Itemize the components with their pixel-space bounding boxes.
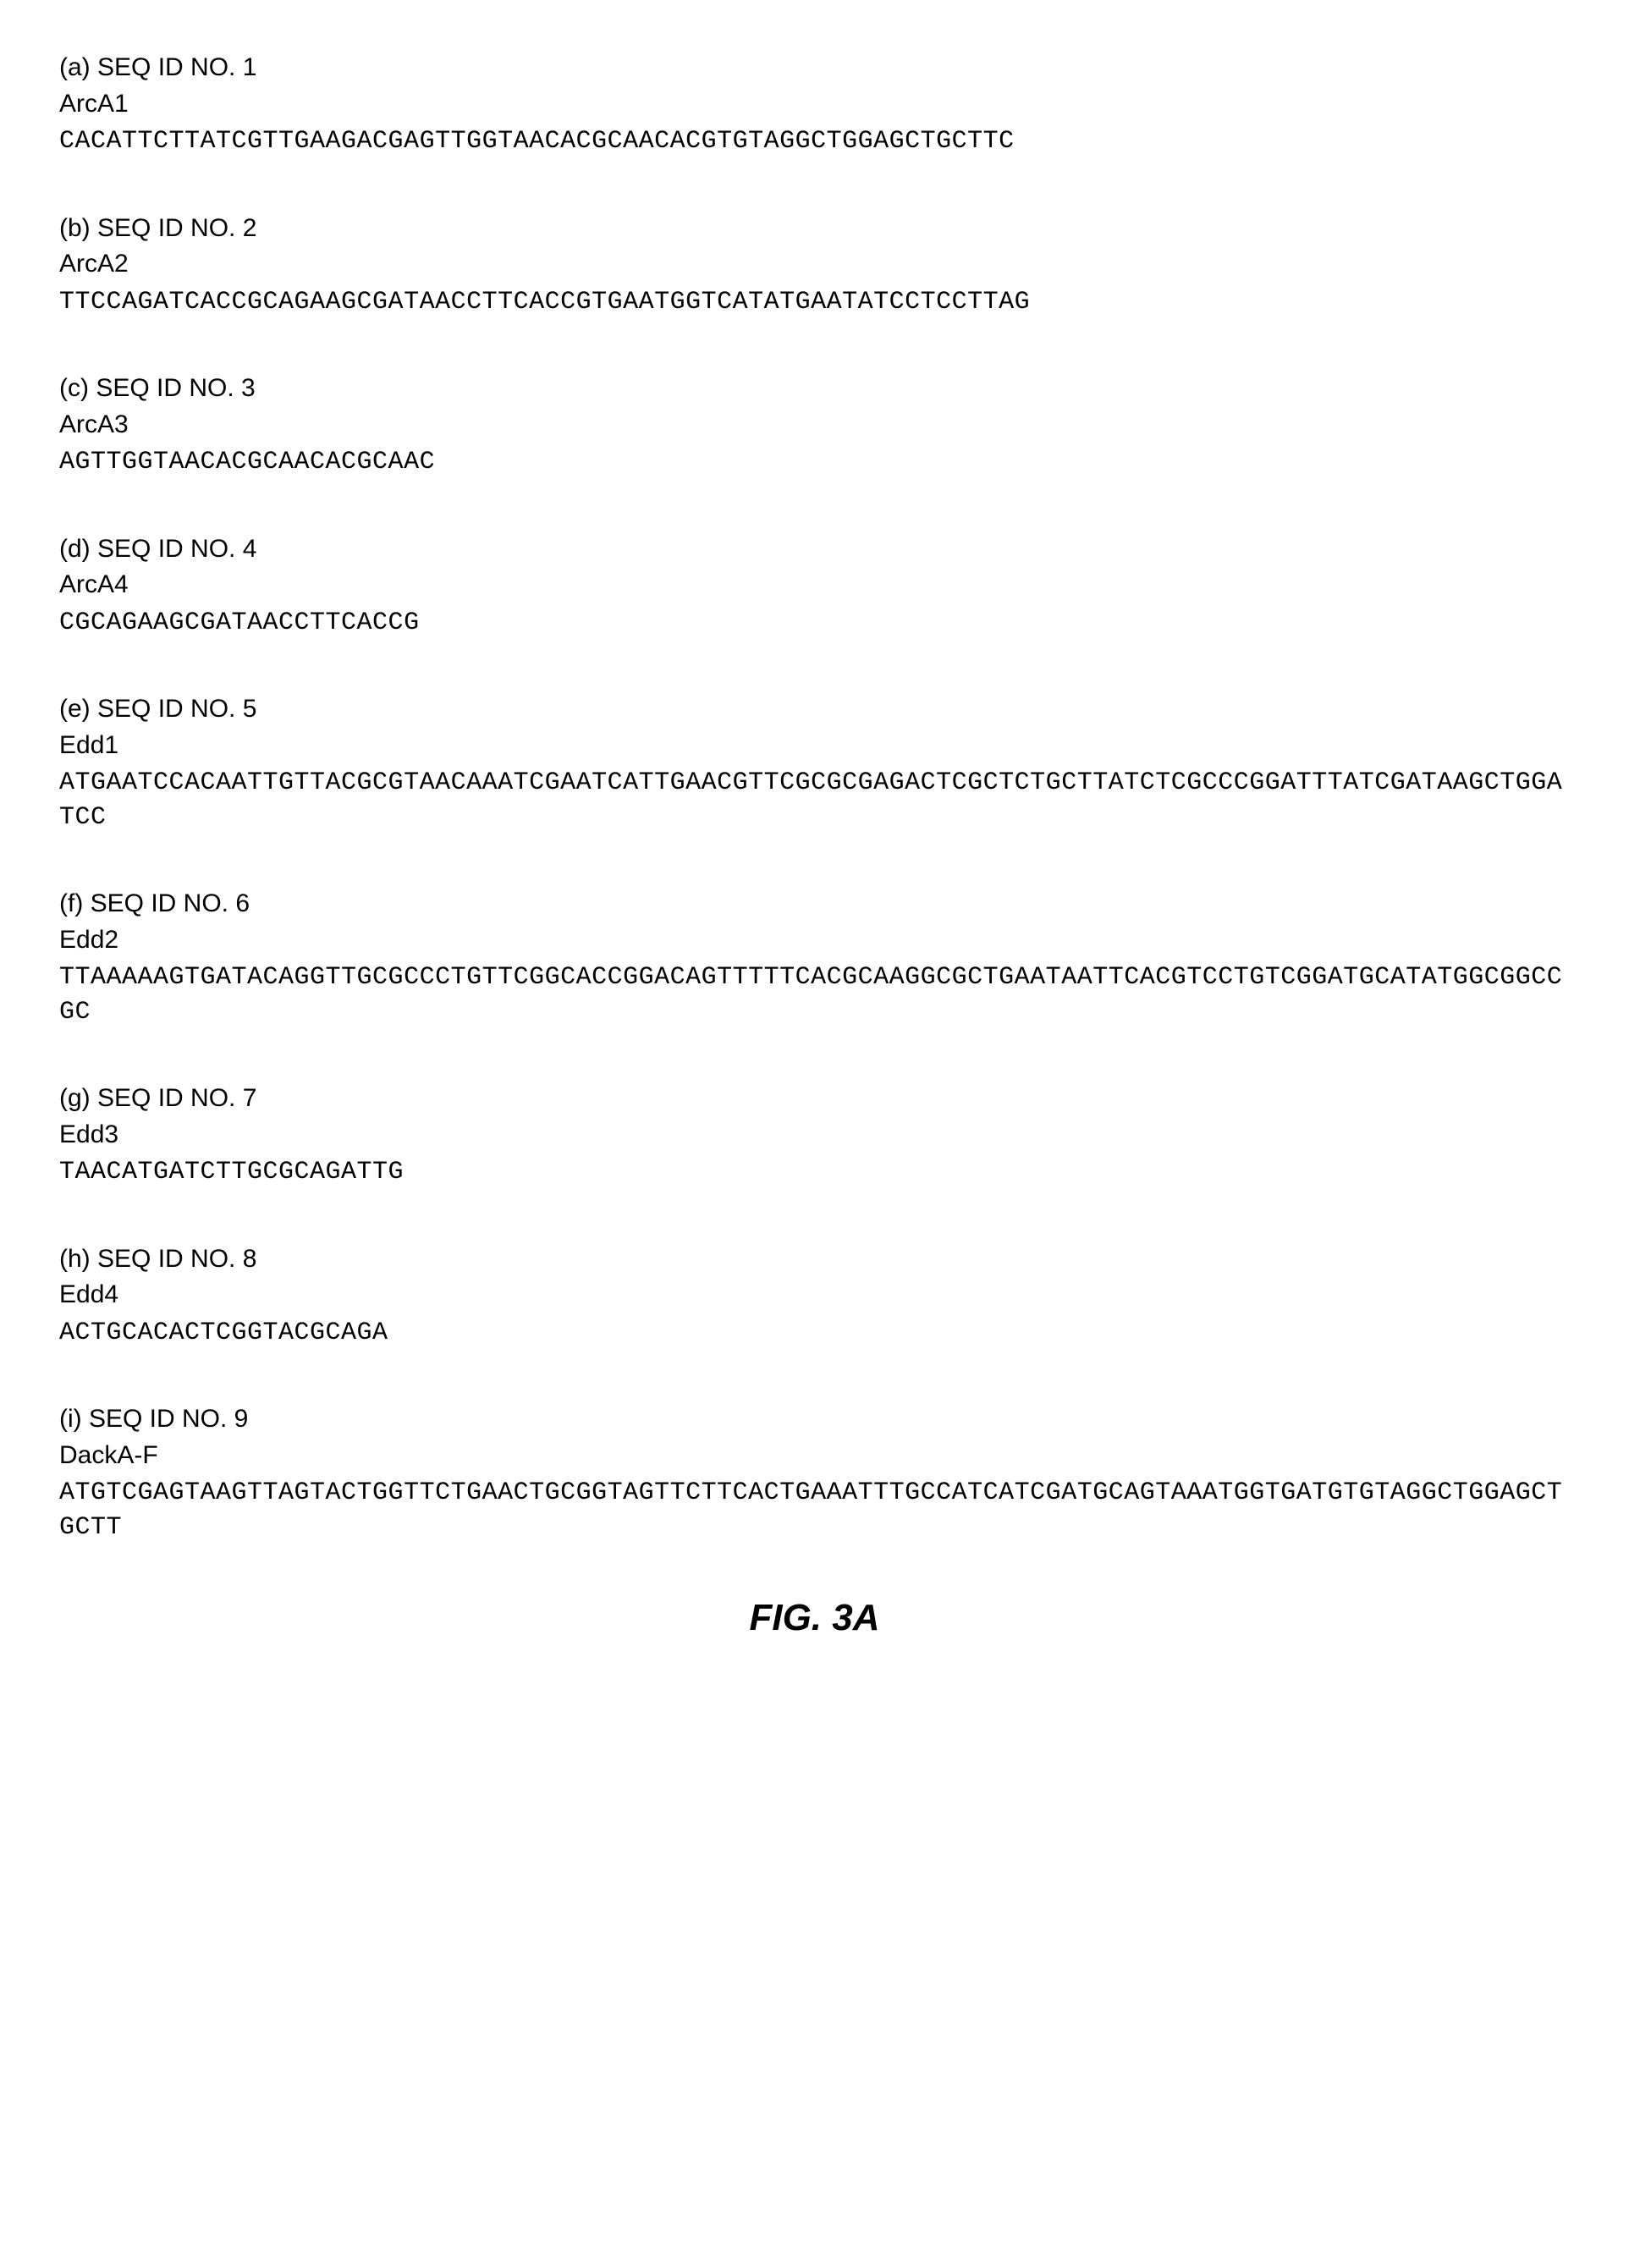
sequence-entry: (d) SEQ ID NO. 4ArcA4CGCAGAAGCGATAACCTTC… [59, 532, 1570, 641]
seq-name: DackA-F [59, 1439, 1570, 1473]
seq-id-label: (b) SEQ ID NO. 2 [59, 212, 1570, 246]
seq-sequence: TAACATGATCTTGCGCAGATTG [59, 1155, 1570, 1190]
seq-name: Edd2 [59, 923, 1570, 958]
seq-sequence: CGCAGAAGCGATAACCTTCACCG [59, 606, 1570, 641]
seq-id-label: (g) SEQ ID NO. 7 [59, 1082, 1570, 1116]
seq-name: ArcA4 [59, 568, 1570, 603]
sequence-entry: (b) SEQ ID NO. 2ArcA2TTCCAGATCACCGCAGAAG… [59, 212, 1570, 320]
sequence-entry: (e) SEQ ID NO. 5Edd1ATGAATCCACAATTGTTACG… [59, 692, 1570, 834]
figure-label: FIG. 3A [59, 1597, 1570, 1639]
sequence-entry: (c) SEQ ID NO. 3ArcA3AGTTGGTAACACGCAACAC… [59, 372, 1570, 480]
seq-id-label: (d) SEQ ID NO. 4 [59, 532, 1570, 567]
seq-name: ArcA3 [59, 408, 1570, 443]
seq-name: ArcA1 [59, 87, 1570, 122]
sequence-entry: (f) SEQ ID NO. 6Edd2TTAAAAAGTGATACAGGTTG… [59, 887, 1570, 1029]
seq-id-label: (h) SEQ ID NO. 8 [59, 1242, 1570, 1277]
sequence-entry: (i) SEQ ID NO. 9DackA-FATGTCGAGTAAGTTAGT… [59, 1402, 1570, 1544]
seq-name: Edd3 [59, 1118, 1570, 1153]
seq-sequence: ATGAATCCACAATTGTTACGCGTAACAAATCGAATCATTG… [59, 766, 1570, 834]
sequence-entry: (a) SEQ ID NO. 1ArcA1CACATTCTTATCGTTGAAG… [59, 51, 1570, 159]
seq-id-label: (f) SEQ ID NO. 6 [59, 887, 1570, 922]
seq-sequence: CACATTCTTATCGTTGAAGACGAGTTGGTAACACGCAACA… [59, 124, 1570, 159]
sequence-entry: (h) SEQ ID NO. 8Edd4ACTGCACACTCGGTACGCAG… [59, 1242, 1570, 1351]
seq-sequence: ATGTCGAGTAAGTTAGTACTGGTTCTGAACTGCGGTAGTT… [59, 1476, 1570, 1544]
sequence-entry: (g) SEQ ID NO. 7Edd3TAACATGATCTTGCGCAGAT… [59, 1082, 1570, 1190]
seq-sequence: ACTGCACACTCGGTACGCAGA [59, 1316, 1570, 1351]
seq-sequence: TTAAAAAGTGATACAGGTTGCGCCCTGTTCGGCACCGGAC… [59, 961, 1570, 1029]
seq-id-label: (i) SEQ ID NO. 9 [59, 1402, 1570, 1437]
seq-id-label: (e) SEQ ID NO. 5 [59, 692, 1570, 727]
seq-name: Edd4 [59, 1278, 1570, 1313]
seq-sequence: TTCCAGATCACCGCAGAAGCGATAACCTTCACCGTGAATG… [59, 285, 1570, 320]
seq-sequence: AGTTGGTAACACGCAACACGCAAC [59, 445, 1570, 480]
seq-name: ArcA2 [59, 247, 1570, 282]
seq-name: Edd1 [59, 729, 1570, 763]
seq-id-label: (c) SEQ ID NO. 3 [59, 372, 1570, 406]
seq-id-label: (a) SEQ ID NO. 1 [59, 51, 1570, 85]
